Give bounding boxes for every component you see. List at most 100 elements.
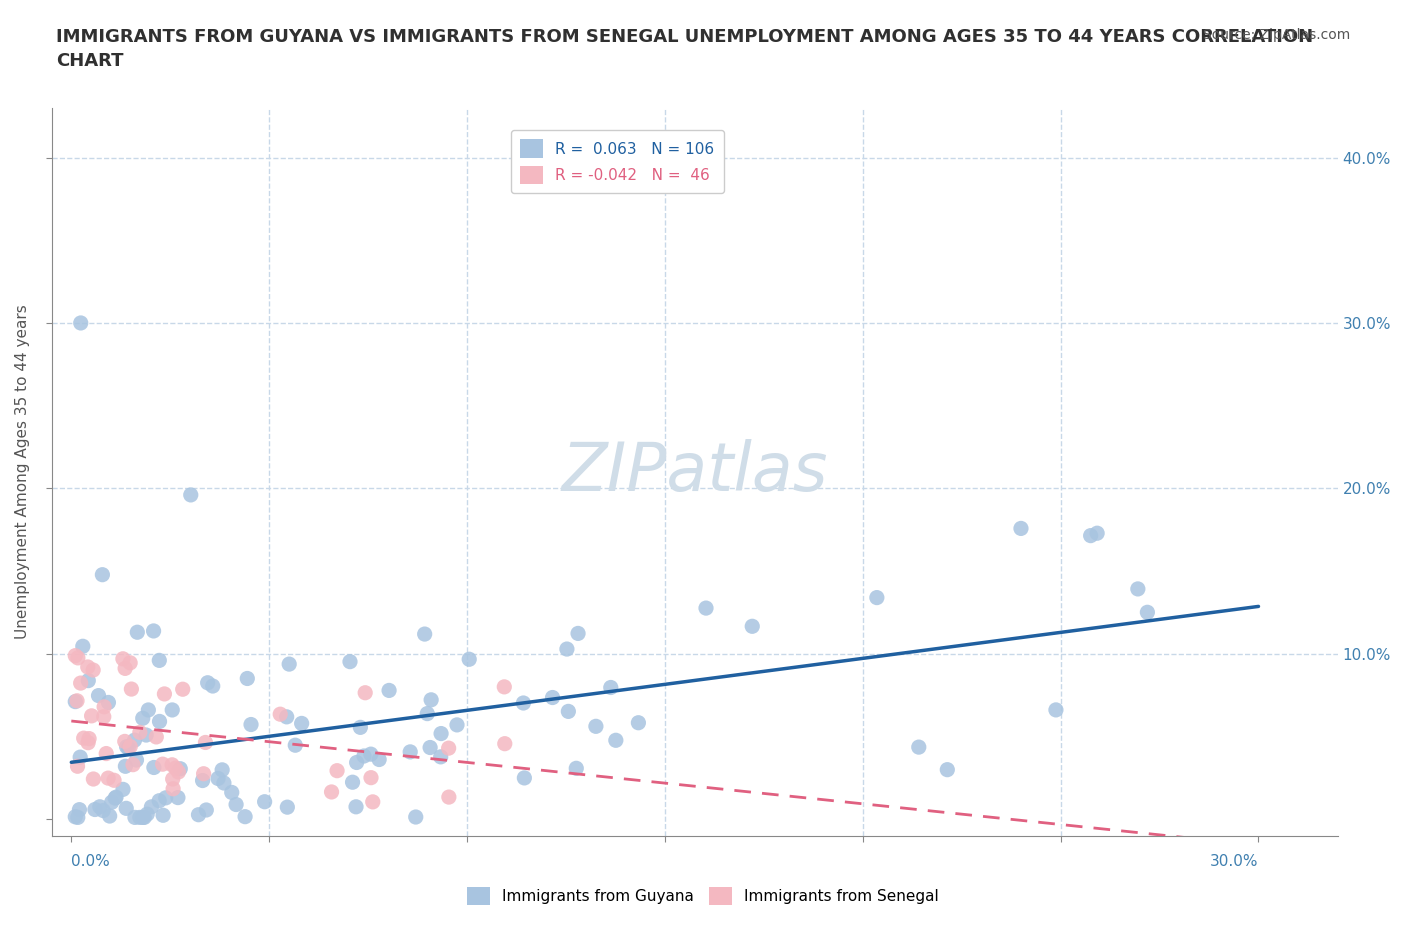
Immigrants from Guyana <box>152 808 174 823</box>
Immigrants from Guyana <box>87 688 110 703</box>
Immigrants from Guyana <box>115 739 138 754</box>
Immigrants from Guyana <box>405 810 427 825</box>
Immigrants from Guyana <box>346 755 368 770</box>
Immigrants from Guyana <box>225 797 247 812</box>
Immigrants from Guyana <box>420 693 443 708</box>
Immigrants from Guyana <box>1045 702 1067 717</box>
Immigrants from Guyana <box>866 591 889 605</box>
Immigrants from Guyana <box>353 749 375 764</box>
Immigrants from Guyana <box>233 809 256 824</box>
Immigrants from Senegal <box>494 680 516 695</box>
Immigrants from Guyana <box>91 567 114 582</box>
Immigrants from Guyana <box>77 673 100 688</box>
Immigrants from Senegal <box>69 676 91 691</box>
Immigrants from Senegal <box>437 740 460 755</box>
Immigrants from Guyana <box>191 773 214 788</box>
Immigrants from Guyana <box>201 679 224 694</box>
Immigrants from Guyana <box>67 803 90 817</box>
Immigrants from Guyana <box>180 487 202 502</box>
Immigrants from Guyana <box>446 717 468 732</box>
Immigrants from Senegal <box>326 764 349 778</box>
Immigrants from Guyana <box>69 315 91 330</box>
Immigrants from Guyana <box>162 702 184 717</box>
Immigrants from Guyana <box>276 710 298 724</box>
Immigrants from Guyana <box>125 752 148 767</box>
Immigrants from Guyana <box>132 711 155 725</box>
Immigrants from Guyana <box>155 790 177 805</box>
Immigrants from Guyana <box>167 790 190 805</box>
Immigrants from Senegal <box>321 785 343 800</box>
Immigrants from Guyana <box>100 795 122 810</box>
Immigrants from Guyana <box>360 747 382 762</box>
Immigrants from Senegal <box>269 707 291 722</box>
Immigrants from Guyana <box>148 714 170 729</box>
Immigrants from Senegal <box>65 648 87 663</box>
Immigrants from Guyana <box>124 733 146 748</box>
Immigrants from Guyana <box>84 802 107 817</box>
Immigrants from Guyana <box>117 740 139 755</box>
Text: 0.0%: 0.0% <box>72 854 110 869</box>
Immigrants from Guyana <box>148 653 170 668</box>
Immigrants from Senegal <box>76 659 98 674</box>
Immigrants from Senegal <box>354 685 377 700</box>
Immigrants from Guyana <box>124 810 146 825</box>
Immigrants from Guyana <box>197 675 219 690</box>
Immigrants from Guyana <box>98 808 121 823</box>
Immigrants from Senegal <box>120 739 142 754</box>
Immigrants from Guyana <box>97 695 120 710</box>
Text: Source: ZipAtlas.com: Source: ZipAtlas.com <box>1202 28 1350 42</box>
Immigrants from Senegal <box>162 781 184 796</box>
Immigrants from Senegal <box>114 661 136 676</box>
Immigrants from Guyana <box>136 806 159 821</box>
Immigrants from Guyana <box>413 627 436 642</box>
Immigrants from Senegal <box>128 725 150 740</box>
Immigrants from Senegal <box>82 772 104 787</box>
Immigrants from Senegal <box>82 662 104 677</box>
Immigrants from Senegal <box>172 682 194 697</box>
Immigrants from Guyana <box>284 737 307 752</box>
Immigrants from Guyana <box>741 618 763 633</box>
Immigrants from Guyana <box>936 763 959 777</box>
Immigrants from Guyana <box>416 706 439 721</box>
Immigrants from Senegal <box>361 794 384 809</box>
Immigrants from Guyana <box>430 726 453 741</box>
Immigrants from Guyana <box>344 800 367 815</box>
Immigrants from Guyana <box>278 657 301 671</box>
Immigrants from Senegal <box>167 764 190 779</box>
Immigrants from Guyana <box>557 704 579 719</box>
Immigrants from Guyana <box>429 750 451 764</box>
Immigrants from Guyana <box>127 625 149 640</box>
Immigrants from Guyana <box>236 671 259 686</box>
Immigrants from Senegal <box>66 694 89 709</box>
Immigrants from Senegal <box>96 746 118 761</box>
Immigrants from Senegal <box>93 710 115 724</box>
Immigrants from Senegal <box>193 766 215 781</box>
Immigrants from Guyana <box>291 716 314 731</box>
Immigrants from Senegal <box>122 757 145 772</box>
Immigrants from Guyana <box>276 800 298 815</box>
Immigrants from Senegal <box>437 790 460 804</box>
Immigrants from Senegal <box>120 682 142 697</box>
Immigrants from Guyana <box>128 810 150 825</box>
Immigrants from Guyana <box>142 623 165 638</box>
Immigrants from Guyana <box>72 639 94 654</box>
Immigrants from Senegal <box>66 759 89 774</box>
Immigrants from Senegal <box>152 757 174 772</box>
Immigrants from Guyana <box>399 744 422 759</box>
Immigrants from Senegal <box>165 761 187 776</box>
Text: 30.0%: 30.0% <box>1211 854 1258 869</box>
Immigrants from Guyana <box>368 752 391 767</box>
Text: IMMIGRANTS FROM GUYANA VS IMMIGRANTS FROM SENEGAL UNEMPLOYMENT AMONG AGES 35 TO : IMMIGRANTS FROM GUYANA VS IMMIGRANTS FRO… <box>56 28 1313 70</box>
Immigrants from Guyana <box>89 799 111 814</box>
Immigrants from Guyana <box>221 785 243 800</box>
Immigrants from Senegal <box>73 731 96 746</box>
Immigrants from Senegal <box>114 734 136 749</box>
Immigrants from Guyana <box>65 809 87 824</box>
Immigrants from Guyana <box>138 702 160 717</box>
Immigrants from Senegal <box>97 771 120 786</box>
Immigrants from Guyana <box>142 760 165 775</box>
Immigrants from Guyana <box>240 717 263 732</box>
Immigrants from Guyana <box>342 775 364 790</box>
Immigrants from Guyana <box>1080 528 1102 543</box>
Immigrants from Guyana <box>555 642 578 657</box>
